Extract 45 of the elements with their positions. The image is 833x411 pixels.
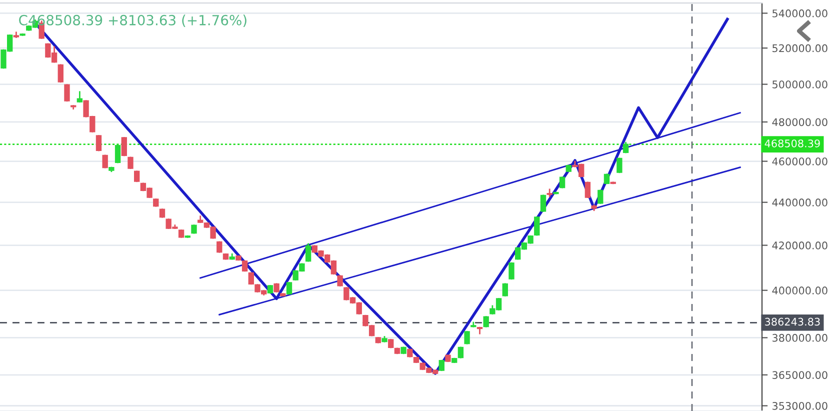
candlestick [508,262,514,280]
candlestick [216,241,222,253]
candlestick [470,322,476,328]
candlestick [534,216,540,236]
candlestick [464,330,470,344]
candlestick [128,156,134,170]
ref-line-label: 386243.83 [765,318,820,326]
candlestick [114,144,121,164]
candlestick [559,176,566,188]
candlestick [134,170,140,182]
candlestick [584,182,591,198]
candlestick [458,346,464,358]
candlestick [622,142,629,154]
candlestick [546,188,552,197]
candlestick [483,316,489,328]
candlestick [76,91,83,102]
candlestick [121,136,127,156]
candlestick [337,275,343,286]
candlestick [286,282,292,294]
ref-line-label: 468508.39 [764,139,820,148]
candlestick [540,194,546,212]
candlestick [438,360,444,372]
candlestick [502,283,508,296]
candlestick [64,84,70,102]
y-tick-label: 380000.00 [772,334,828,342]
candlestick [598,190,604,204]
candlestick [58,64,64,83]
y-tick-label: 353000.00 [772,402,828,410]
candlestick [102,154,108,168]
y-tick-label: 520000.00 [772,44,828,52]
candlestick [96,135,102,152]
candlestick [242,260,248,272]
text: C468508.39 +8103.63 (+1.76%) [19,14,246,28]
candlestick [604,174,610,184]
y-tick-label: 400000.00 [772,286,828,294]
y-tick-label: 500000.00 [772,80,828,88]
y-tick-label: 540000.00 [772,9,828,18]
candlestick [476,326,483,334]
y-tick-label: 420000.00 [772,242,828,250]
y-tick-label: 440000.00 [772,198,828,206]
y-tick-label: 480000.00 [772,118,828,126]
y-tick-label: 460000.00 [772,157,828,166]
y-tick-label: 365000.00 [772,371,828,379]
candlestick [616,158,622,174]
candlestick [305,243,312,262]
